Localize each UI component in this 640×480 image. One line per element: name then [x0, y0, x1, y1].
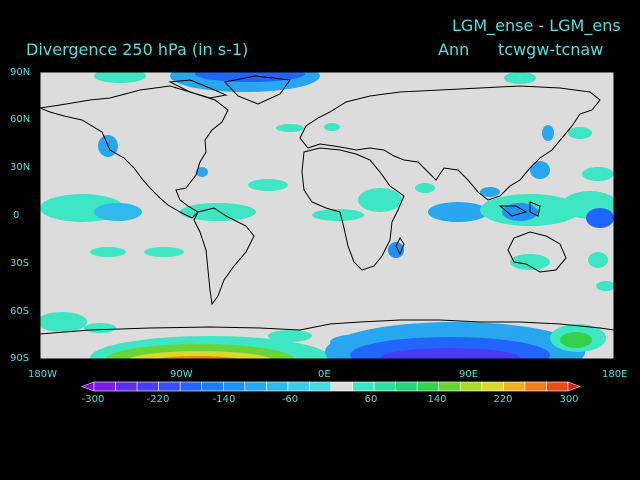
colorbar-swatch	[222, 381, 246, 392]
field-blob	[582, 167, 614, 181]
lon-label-0e: 0E	[318, 369, 331, 380]
lon-label-90w: 90W	[170, 369, 193, 380]
colorbar-label: -220	[146, 394, 170, 405]
lat-label-60s: 60S	[10, 306, 30, 317]
colorbar-swatch	[395, 381, 418, 392]
colorbar-min-arrow	[81, 381, 95, 392]
lat-label-30n: 30N	[10, 162, 31, 173]
colorbar-swatch	[416, 381, 440, 392]
colorbar-swatch	[93, 381, 116, 392]
field-blob	[90, 247, 126, 257]
field-blob	[542, 125, 554, 141]
colorbar-swatch	[546, 381, 569, 392]
field-blob	[155, 356, 241, 359]
field-blob	[40, 312, 87, 332]
colorbar-swatch	[287, 381, 310, 392]
field-blob	[268, 330, 312, 342]
field-blob	[127, 351, 273, 359]
colorbar-max-arrow	[567, 381, 581, 392]
field-blob	[105, 344, 295, 359]
season-label: Ann	[438, 40, 470, 59]
lon-label-180w: 180W	[28, 369, 57, 380]
lat-label-90s: 90S	[10, 353, 30, 364]
colorbar-swatch	[352, 381, 375, 392]
colorbar-label: 220	[493, 394, 513, 405]
colorbar-label: 60	[364, 394, 378, 405]
field-blob	[144, 247, 184, 257]
colorbar-swatch	[438, 381, 461, 392]
colorbar-label: 140	[427, 394, 447, 405]
colorbar-label: -60	[281, 394, 299, 405]
field-blob	[94, 72, 146, 83]
field-blob	[586, 208, 614, 228]
colorbar-swatch	[136, 381, 159, 392]
field-blob	[358, 188, 402, 212]
lon-label-180e: 180E	[602, 369, 628, 380]
field-blob	[248, 179, 288, 191]
field-blob	[312, 209, 364, 221]
field-blob	[480, 187, 500, 197]
lat-label-30s: 30S	[10, 258, 30, 269]
field-blob	[94, 203, 142, 221]
colorbar-swatch	[266, 381, 289, 392]
field-blob	[596, 281, 614, 291]
field-blob	[415, 183, 435, 193]
colorbar-label: 300	[559, 394, 579, 405]
field-blob	[84, 323, 116, 333]
variable-title: Divergence 250 hPa (in s-1)	[26, 40, 249, 59]
colorbar-label: -140	[212, 394, 236, 405]
colorbar	[81, 381, 581, 392]
colorbar-swatch	[179, 381, 203, 392]
colorbar-label: -300	[81, 394, 105, 405]
field-blob	[276, 124, 304, 132]
field-blob	[504, 72, 536, 84]
colorbar-swatch	[115, 381, 138, 392]
colorbar-swatch	[158, 381, 181, 392]
field-blob	[568, 127, 592, 139]
field-blob	[588, 252, 608, 268]
field-blob	[530, 161, 550, 179]
field-blob	[502, 203, 538, 221]
lon-label-90e: 90E	[459, 369, 479, 380]
lat-label-90n: 90N	[10, 67, 31, 78]
colorbar-swatch	[503, 381, 526, 392]
field-blob	[324, 123, 340, 131]
field-blob	[510, 254, 550, 270]
lat-label-0: 0	[13, 210, 20, 221]
colorbar-swatch	[201, 381, 224, 392]
colorbar-swatch	[309, 381, 332, 392]
colorbar-swatch	[330, 381, 353, 392]
fields-label: tcwgw-tcnaw	[498, 40, 604, 59]
colorbar-swatch	[373, 381, 396, 392]
map-frame	[39, 71, 615, 360]
experiment-title: LGM_ense - LGM_ens	[452, 16, 621, 35]
colorbar-swatch	[459, 381, 483, 392]
lat-label-60n: 60N	[10, 114, 31, 125]
colorbar-swatch	[524, 381, 547, 392]
field-blob	[196, 167, 208, 177]
field-blob	[180, 203, 256, 221]
colorbar-swatch	[244, 381, 267, 392]
coastlines	[40, 75, 614, 335]
field-blob	[428, 202, 488, 222]
field-blob	[380, 348, 520, 359]
colorbar-swatch	[481, 381, 504, 392]
field-blob	[560, 332, 592, 348]
